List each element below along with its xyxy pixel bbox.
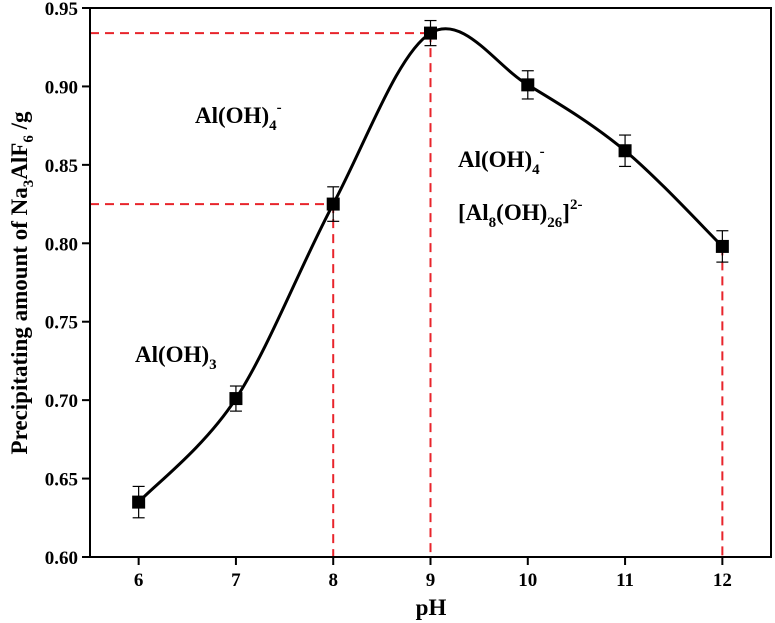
annotation-aloh4-left: Al(OH)4-	[195, 100, 282, 134]
x-tick-label-2: 8	[328, 570, 338, 591]
data-point-2	[326, 197, 340, 211]
annotation-aloh4-right: Al(OH)4-	[458, 144, 545, 178]
data-point-1	[229, 392, 243, 406]
y-tick-label-0: 0.60	[45, 548, 78, 569]
y-tick-label-6: 0.90	[45, 77, 78, 98]
axis-ticks: 6 7 8 9 10 11 12 0.60 0.65 0.70 0.75 0.80 0.85 0.90 0.…	[45, 0, 732, 591]
data-point-4	[521, 78, 535, 92]
x-tick-label-1: 7	[231, 570, 241, 591]
y-tick-label-3: 0.75	[45, 313, 78, 334]
data-point-6	[715, 239, 729, 253]
reference-lines	[90, 32, 724, 557]
x-axis-title: pH	[416, 595, 447, 620]
y-tick-label-5: 0.85	[45, 156, 78, 177]
data-point-3	[424, 26, 437, 40]
x-tick-label-3: 9	[426, 570, 436, 591]
y-tick-label-2: 0.70	[45, 391, 78, 412]
y-tick-label-4: 0.80	[45, 234, 78, 255]
data-point-5	[618, 144, 632, 158]
data-points	[132, 19, 729, 519]
x-tick-label-5: 11	[616, 570, 634, 591]
x-tick-label-6: 12	[713, 570, 732, 591]
y-tick-label-1: 0.65	[45, 470, 78, 491]
x-tick-label-0: 6	[134, 570, 144, 591]
x-tick-label-4: 10	[518, 570, 537, 591]
y-tick-label-7: 0.95	[45, 0, 78, 20]
y-axis-title: Precipitating amount of Na3AlF6 /g	[7, 111, 37, 454]
data-point-0	[132, 495, 146, 509]
annotation-aloh3: Al(OH)3	[135, 342, 217, 373]
annotation-al8oh26: [Al8(OH)26]2-	[458, 197, 582, 231]
